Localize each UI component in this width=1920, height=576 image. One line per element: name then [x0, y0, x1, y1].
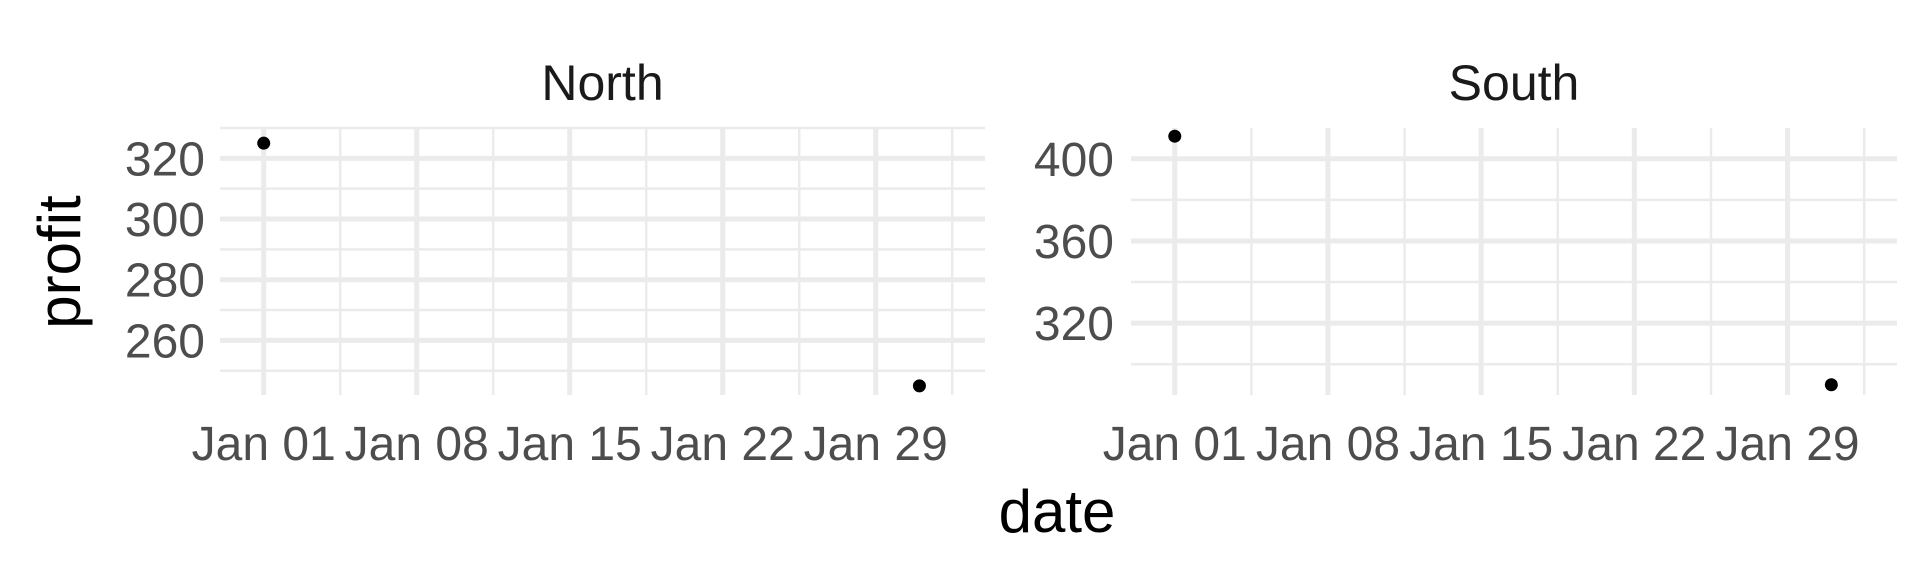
facet-strip-title: North: [541, 55, 663, 111]
data-point: [912, 379, 926, 393]
x-tick-label: Jan 22: [651, 418, 795, 471]
y-tick-label: 320: [1034, 298, 1114, 351]
facet-panel-south: Jan 01 Jan 08 Jan 15 Jan 22 Jan 29 320 360 400 S…: [1034, 55, 1897, 471]
data-point: [1824, 378, 1838, 392]
x-tick-label: Jan 29: [804, 418, 948, 471]
y-axis-title: profit: [26, 195, 93, 329]
x-tick-label: Jan 08: [1256, 418, 1400, 471]
data-point: [1168, 129, 1182, 143]
y-tick-label: 320: [125, 133, 205, 186]
x-tick-label: Jan 01: [192, 418, 336, 471]
x-tick-label: Jan 22: [1562, 418, 1706, 471]
panels-layer: Jan 01 Jan 08 Jan 15 Jan 22 Jan 292602803003…: [125, 55, 1897, 471]
x-tick-label: Jan 01: [1103, 418, 1247, 471]
y-tick-label: 400: [1034, 134, 1114, 187]
y-tick-label: 360: [1034, 216, 1114, 269]
facet-panel-north: Jan 01 Jan 08 Jan 15 Jan 22 Jan 29 260 280 300 3…: [125, 55, 985, 471]
x-tick-label: Jan 08: [345, 418, 489, 471]
facet-strip-title: South: [1449, 55, 1580, 111]
x-tick-label: Jan 15: [498, 418, 642, 471]
x-tick-label: Jan 15: [1409, 418, 1553, 471]
x-tick-label: Jan 29: [1716, 418, 1860, 471]
x-axis-title: date: [999, 478, 1116, 545]
y-tick-label: 280: [125, 255, 205, 308]
data-point: [257, 136, 271, 150]
y-tick-label: 260: [125, 315, 205, 368]
y-tick-label: 300: [125, 194, 205, 247]
